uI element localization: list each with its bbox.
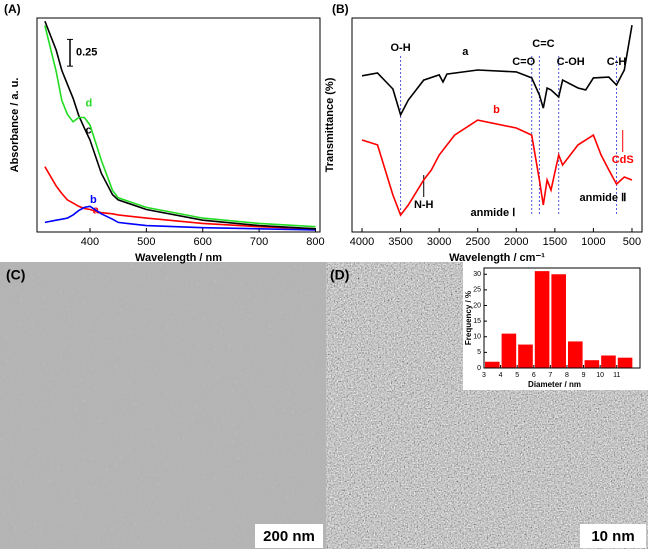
y-tick-label: 20 (473, 302, 481, 309)
y-axis-label: Frequency / % (464, 291, 473, 345)
series-line (362, 25, 632, 115)
series-label: b (493, 104, 500, 116)
bar (551, 274, 566, 368)
x-tick-label: 3500 (388, 236, 412, 248)
bar (568, 341, 583, 368)
annotation: anmide Ⅱ (579, 192, 626, 204)
x-tick-label: 400 (81, 236, 99, 248)
x-tick-label: 10 (596, 372, 604, 379)
x-tick-label: 2000 (504, 236, 528, 248)
bar (502, 334, 517, 368)
x-tick-label: 5 (515, 372, 519, 379)
y-tick-label: 25 (473, 287, 481, 294)
series-line (45, 167, 316, 229)
bar (618, 358, 633, 368)
panel-label: (A) (4, 2, 21, 16)
annotation: O-H (391, 42, 411, 54)
x-axis-label: Wavelength / nm (135, 252, 222, 264)
annotation: N-H (414, 199, 434, 211)
bar (585, 360, 600, 368)
annotation: C-OH (557, 56, 585, 68)
series-label: b (90, 194, 97, 206)
x-tick-label: 7 (548, 372, 552, 379)
bar (601, 356, 616, 369)
panel-label: (C) (6, 267, 25, 283)
scale-bar-label: 200 nm (263, 528, 315, 545)
annotation: anmide Ⅰ (471, 207, 516, 219)
annotation: C=O (512, 56, 535, 68)
scale-bar-label: 0.25 (76, 47, 97, 59)
y-tick-label: 10 (473, 334, 481, 341)
bar (485, 362, 500, 368)
series-label: a (462, 46, 469, 58)
x-tick-label: 1000 (581, 236, 605, 248)
x-tick-label: 600 (194, 236, 212, 248)
x-axis-label: Diameter / nm (528, 380, 581, 389)
y-tick-label: 15 (473, 318, 481, 325)
x-tick-label: 6 (532, 372, 536, 379)
x-tick-label: 11 (613, 372, 620, 379)
x-tick-label: 4 (499, 372, 503, 379)
figure: (C) 200 nm (D) 10 nm (A) (B) 40050060070… (0, 0, 648, 549)
annotation: CdS (612, 154, 634, 166)
panel-c (0, 262, 326, 549)
y-axis-label: Transmittance (%) (324, 77, 336, 172)
x-tick-label: 500 (623, 236, 641, 248)
x-tick-label: 3 (482, 372, 486, 379)
x-tick-label: 2500 (465, 236, 489, 248)
x-tick-label: 4000 (350, 236, 374, 248)
scale-bar-label: 10 nm (591, 528, 634, 545)
annotation: C=C (532, 38, 554, 50)
series-label: d (85, 98, 92, 110)
bar (518, 345, 533, 368)
x-tick-label: 500 (137, 236, 155, 248)
bar (535, 271, 550, 368)
y-tick-label: 0 (477, 365, 481, 372)
x-tick-label: 8 (565, 372, 569, 379)
annotation: C-H (607, 56, 627, 68)
y-axis-label: Absorbance / a. u. (9, 78, 21, 173)
panel-label: (B) (332, 2, 349, 16)
x-tick-label: 9 (582, 372, 586, 379)
y-tick-label: 30 (473, 271, 481, 278)
panel-label: (D) (330, 267, 349, 283)
x-tick-label: 800 (306, 236, 324, 248)
x-axis-label: Wavelength / cm⁻¹ (449, 252, 545, 264)
y-tick-label: 5 (477, 349, 481, 356)
x-tick-label: 1500 (543, 236, 567, 248)
x-tick-label: 700 (250, 236, 268, 248)
x-tick-label: 3000 (427, 236, 451, 248)
